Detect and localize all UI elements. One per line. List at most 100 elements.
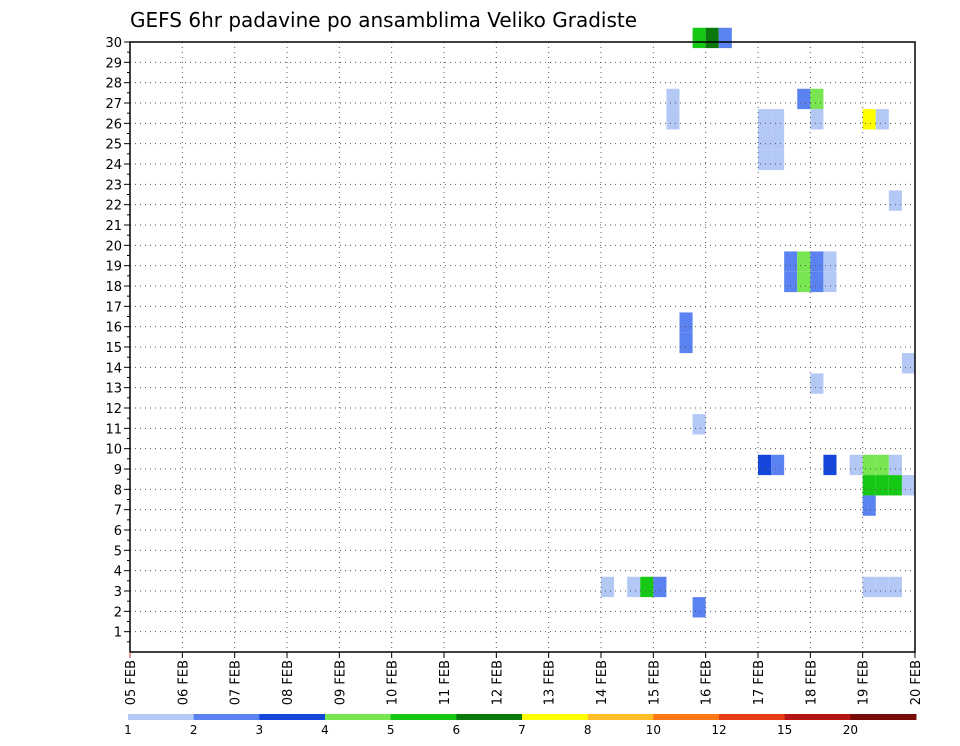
- heatmap-cell: [627, 576, 641, 598]
- colorbar-label: 8: [584, 723, 592, 737]
- heatmap-cell: [797, 271, 811, 293]
- heatmap-cell: [810, 373, 824, 394]
- colorbar-label: 6: [453, 723, 461, 737]
- colorbar-label: 4: [321, 723, 329, 737]
- colorbar-swatch: [784, 714, 851, 720]
- y-tick-label: 23: [105, 178, 122, 193]
- heatmap-cell: [666, 109, 680, 130]
- heatmap-cell: [901, 475, 915, 496]
- y-tick-label: 20: [105, 239, 122, 254]
- heatmap-cell: [784, 251, 798, 272]
- y-tick-label: 13: [105, 382, 122, 397]
- y-tick-label: 7: [114, 504, 122, 519]
- plot-frame: [129, 41, 916, 653]
- heatmap-cell: [758, 129, 772, 150]
- heatmap-cell: [784, 271, 798, 293]
- heatmap-cell: [758, 109, 772, 130]
- heatmap-cell: [705, 27, 719, 49]
- colorbar-swatch: [456, 714, 523, 720]
- colorbar-label: 1: [124, 723, 132, 737]
- heatmap-cell: [692, 414, 706, 435]
- colorbar-label: 2: [190, 723, 198, 737]
- x-tick-label: 13 FEB: [543, 660, 558, 705]
- y-tick-label: 11: [105, 422, 122, 437]
- x-tick-label: 17 FEB: [752, 660, 767, 705]
- y-tick-label: 3: [114, 585, 122, 600]
- y-tick-label: 24: [105, 158, 122, 173]
- heatmap-cell: [692, 597, 706, 618]
- colorbar-label: 12: [711, 723, 726, 737]
- heatmap-cell: [888, 576, 902, 598]
- y-tick-label: 12: [105, 402, 122, 417]
- y-tick-label: 26: [105, 117, 122, 132]
- colorbar: 1 2 3 4 5 6 7 8 10 12 15 20: [124, 714, 917, 737]
- heatmap-cell: [640, 576, 654, 598]
- heatmap-cell: [888, 190, 902, 211]
- y-tick-label: 22: [105, 199, 122, 214]
- heatmap-cell: [758, 149, 772, 171]
- heatmap-cell: [888, 475, 902, 496]
- y-tick-label: 29: [105, 56, 122, 71]
- y-tick-label: 27: [105, 97, 122, 112]
- y-tick-label: 30: [105, 36, 122, 51]
- heatmap-cell: [797, 88, 811, 110]
- y-tick-label: 16: [105, 321, 122, 336]
- heatmap-cells: [601, 27, 915, 618]
- heatmap-cell: [679, 312, 693, 333]
- heatmap-cell: [823, 454, 837, 476]
- heatmap-cell: [862, 109, 876, 130]
- heatmap-cell: [771, 129, 785, 150]
- colorbar-swatch: [193, 714, 260, 720]
- x-tick-label: 06 FEB: [176, 660, 191, 705]
- heatmap-cell: [601, 576, 615, 598]
- x-tick-label: 19 FEB: [857, 660, 872, 705]
- colorbar-label: 20: [843, 723, 858, 737]
- x-tick-label: 15 FEB: [647, 660, 662, 705]
- heatmap-cell: [692, 27, 706, 49]
- x-tick-label: 14 FEB: [595, 660, 610, 705]
- y-tick-label: 14: [105, 361, 122, 376]
- colorbar-swatch: [325, 714, 392, 720]
- colorbar-label: 3: [256, 723, 264, 737]
- y-tick-label: 6: [114, 524, 122, 539]
- colorbar-swatch: [128, 714, 195, 720]
- y-tick-label: 9: [114, 463, 122, 478]
- y-tick-label: 21: [105, 219, 122, 234]
- y-tick-label: 19: [105, 260, 122, 275]
- heatmap-cell: [810, 88, 824, 110]
- heatmap-cell: [653, 576, 667, 598]
- y-tick-label: 4: [114, 565, 122, 580]
- heatmap-cell: [875, 109, 889, 130]
- heatmap-cell: [862, 495, 876, 516]
- colorbar-label: 15: [777, 723, 792, 737]
- x-tick-label: 08 FEB: [281, 660, 296, 705]
- x-tick-label: 07 FEB: [229, 660, 244, 705]
- x-tick-label: 12 FEB: [490, 660, 505, 705]
- heatmap-cell: [823, 251, 837, 272]
- heatmap-cell: [875, 454, 889, 476]
- x-tick-label: 05 FEB: [124, 660, 139, 705]
- x-tick-label: 18 FEB: [804, 660, 819, 705]
- y-tick-label: 18: [105, 280, 122, 295]
- heatmap-cell: [875, 576, 889, 598]
- heatmap-cell: [823, 271, 837, 293]
- heatmap-cell: [679, 332, 693, 354]
- heatmap-cell: [771, 109, 785, 130]
- colorbar-label: 10: [646, 723, 661, 737]
- colorbar-swatch: [587, 714, 654, 720]
- colorbar-swatch: [719, 714, 786, 720]
- colorbar-swatch: [850, 714, 917, 720]
- y-tick-label: 10: [105, 443, 122, 458]
- y-tick-label: 1: [114, 626, 122, 641]
- colorbar-label: 7: [518, 723, 526, 737]
- y-axis: 1234567891011121314151617181920212223242…: [105, 36, 130, 643]
- heatmap-cell: [771, 149, 785, 171]
- x-tick-label: 16 FEB: [700, 660, 715, 705]
- heatmap-cell: [810, 251, 824, 272]
- heatmap-cell: [849, 454, 863, 476]
- y-tick-label: 8: [114, 483, 122, 498]
- colorbar-swatch: [653, 714, 720, 720]
- colorbar-swatch: [522, 714, 589, 720]
- heatmap-cell: [901, 353, 915, 374]
